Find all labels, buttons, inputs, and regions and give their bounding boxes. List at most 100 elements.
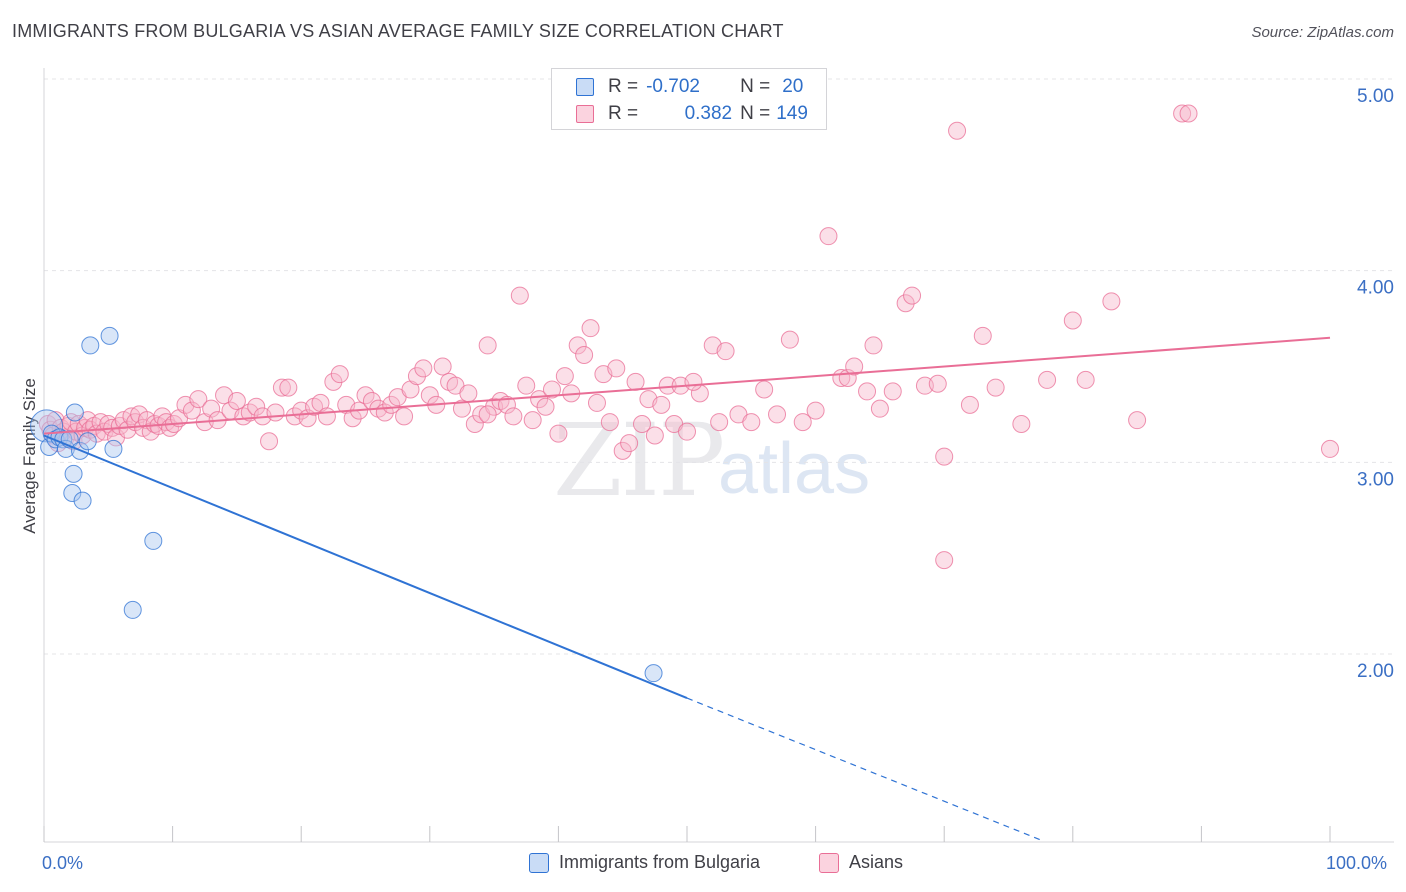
asian-point xyxy=(1321,439,1339,458)
asian-point xyxy=(260,432,279,451)
bulgaria-point xyxy=(100,326,119,345)
asian-point xyxy=(678,422,696,441)
asian-point xyxy=(1038,370,1057,389)
stats-swatch-bulgaria xyxy=(576,78,594,96)
legend-label-asians: Asians xyxy=(849,852,904,872)
r-label: R = xyxy=(608,103,639,124)
asian-trend-line xyxy=(43,336,1331,435)
asian-point xyxy=(973,326,992,345)
asian-point xyxy=(510,286,529,305)
bulgaria-point xyxy=(144,531,163,550)
x-tick-label-min: 0.0% xyxy=(42,853,84,873)
asian-point xyxy=(626,372,645,391)
bulgaria-point xyxy=(123,600,142,619)
asian-point xyxy=(858,382,877,401)
asian-point xyxy=(395,407,414,426)
asian-point xyxy=(247,397,266,416)
watermark-atlas: atlas xyxy=(718,429,871,509)
asian-point xyxy=(632,415,651,433)
asian-point xyxy=(581,319,600,338)
asian-point xyxy=(266,403,285,422)
asian-point xyxy=(118,420,137,439)
asian-point xyxy=(530,390,549,409)
asian-point xyxy=(806,401,825,420)
asian-point xyxy=(459,384,478,403)
bulgaria-point xyxy=(65,403,84,422)
asian-point xyxy=(568,336,587,355)
asian-point xyxy=(1012,415,1031,433)
asian-point xyxy=(478,405,497,424)
asian-point xyxy=(91,413,110,432)
asian-point xyxy=(768,405,787,424)
asian-point xyxy=(755,380,774,399)
asian-point xyxy=(819,227,838,246)
x-tick-label-max: 100.0% xyxy=(1326,853,1388,873)
bulgaria-trend-extension xyxy=(686,697,1041,841)
asian-point xyxy=(497,395,516,414)
asian-point xyxy=(317,407,336,426)
asian-point xyxy=(414,359,433,378)
asian-point xyxy=(549,424,568,443)
asian-point xyxy=(382,395,401,414)
asian-point xyxy=(928,374,947,393)
bulgaria-point xyxy=(64,464,83,483)
asian-point xyxy=(227,392,246,410)
legend-swatch-bulgaria xyxy=(529,852,549,873)
asian-point xyxy=(607,359,626,378)
asian-point xyxy=(935,551,954,570)
asian-point xyxy=(517,376,536,395)
asian-point xyxy=(1102,292,1121,311)
y-tick-label: 5.00 xyxy=(1357,86,1394,107)
asian-point xyxy=(407,367,426,386)
asian-point xyxy=(433,357,452,376)
asian-point xyxy=(324,372,343,391)
r-value: -0.702 xyxy=(646,76,700,97)
asian-point xyxy=(948,121,967,140)
bulgaria-point xyxy=(78,432,97,451)
asian-point xyxy=(523,411,542,430)
asian-point xyxy=(793,413,812,432)
n-label: N = xyxy=(740,76,771,97)
asian-point xyxy=(652,395,671,414)
asian-point xyxy=(613,441,632,460)
y-tick-label: 2.00 xyxy=(1357,661,1394,682)
asian-point xyxy=(960,395,979,414)
asian-point xyxy=(536,397,555,416)
asian-point xyxy=(575,346,594,364)
asian-point xyxy=(935,447,954,466)
bulgaria-point xyxy=(73,491,92,510)
legend-item-asians[interactable]: Asians xyxy=(819,852,903,873)
asian-point xyxy=(555,367,574,386)
asian-point xyxy=(986,378,1005,397)
bulgaria-trend-line xyxy=(43,434,688,700)
asian-point xyxy=(420,386,439,405)
stats-swatch-asians xyxy=(576,105,594,123)
asian-point xyxy=(587,393,606,412)
stats-row-bulgaria: R = -0.702 N = 20 xyxy=(576,75,803,99)
asian-point xyxy=(742,413,761,432)
r-label: R = xyxy=(608,76,639,97)
stats-row-asians: R = 0.382 N = 149 xyxy=(576,102,808,126)
asian-point xyxy=(780,330,799,349)
legend-label-bulgaria: Immigrants from Bulgaria xyxy=(559,852,761,872)
asian-point xyxy=(684,372,703,391)
asian-point xyxy=(542,380,561,399)
asian-point xyxy=(182,401,201,420)
asian-point xyxy=(465,415,484,433)
legend-swatch-asians xyxy=(819,852,839,873)
asian-point xyxy=(883,382,902,401)
n-value: 20 xyxy=(782,76,804,97)
legend-item-bulgaria[interactable]: Immigrants from Bulgaria xyxy=(529,852,760,873)
bulgaria-point xyxy=(104,439,123,458)
asian-point xyxy=(645,426,664,445)
asian-point xyxy=(189,390,208,409)
asian-point xyxy=(710,413,729,432)
bulgaria-point xyxy=(30,409,64,443)
bulgaria-point xyxy=(63,484,82,502)
asian-point xyxy=(903,286,922,305)
chart-title: IMMIGRANTS FROM BULGARIA VS ASIAN AVERAG… xyxy=(12,21,784,41)
n-value: 149 xyxy=(776,103,808,124)
asian-point xyxy=(452,399,471,418)
asian-point xyxy=(330,365,349,384)
